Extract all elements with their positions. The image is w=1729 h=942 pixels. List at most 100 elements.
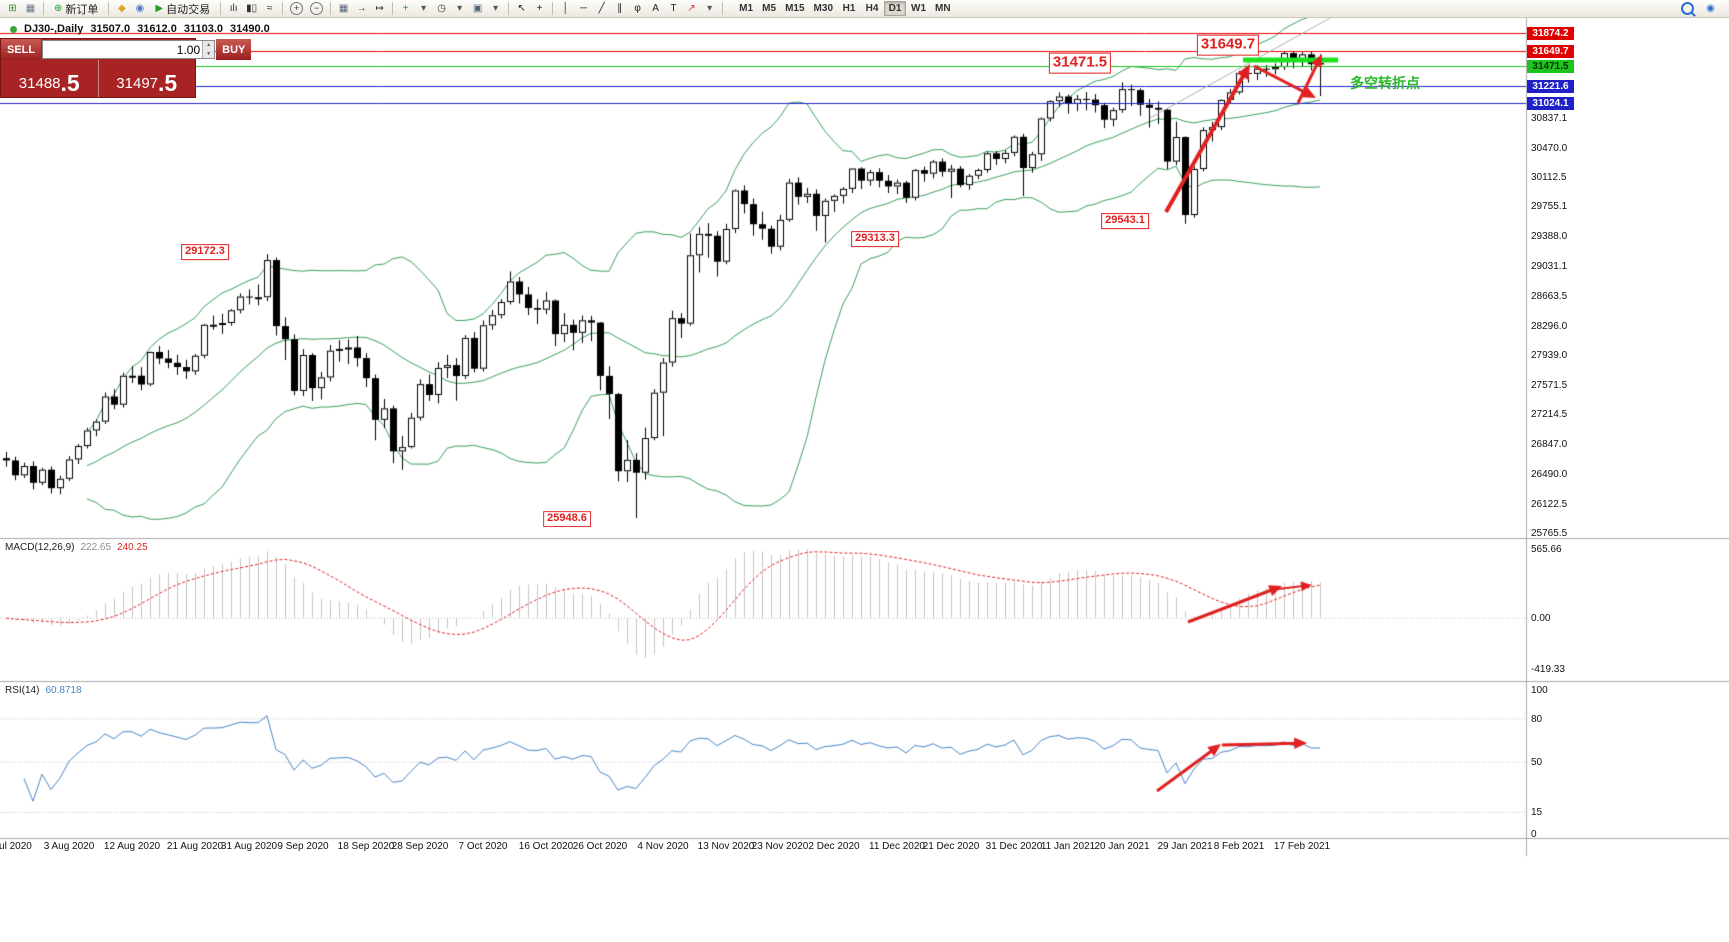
bar-chart-icon[interactable]: ılı	[229, 3, 238, 14]
price-axis-tick: 27939.0	[1531, 350, 1568, 362]
sell-price[interactable]: 31488.5	[1, 60, 98, 97]
timeframe-m1-button[interactable]: M1	[735, 1, 757, 16]
price-axis-tick: 27571.5	[1531, 380, 1568, 392]
tile-windows-icon[interactable]: ▦	[338, 3, 349, 14]
periods-icon[interactable]: ◷	[437, 3, 446, 14]
time-axis-tick: 31 Aug 2020	[220, 841, 278, 852]
zoom-in-icon[interactable]: +	[290, 2, 304, 15]
time-axis-tick: 2 Dec 2020	[808, 841, 860, 852]
chart-price-label[interactable]: 29172.3	[181, 244, 229, 260]
price-axis-tick: 29388.0	[1531, 231, 1568, 243]
toolbar-separator	[508, 2, 510, 15]
templates-icon[interactable]: ▣	[472, 3, 483, 14]
time-axis-tick: 3 Aug 2020	[43, 841, 95, 852]
chart-price-label[interactable]: 31649.7	[1196, 34, 1260, 56]
fibonacci-icon[interactable]: φ	[634, 3, 641, 14]
search-icon[interactable]	[1681, 2, 1694, 15]
shapes-dropdown-icon[interactable]: ▾	[707, 3, 713, 14]
volume-down-icon[interactable]: ▼	[203, 49, 215, 58]
time-axis-tick: 26 Oct 2020	[572, 841, 628, 852]
indicators-dropdown-icon[interactable]: ▾	[421, 3, 427, 14]
timeframe-m15-button[interactable]: M15	[781, 1, 808, 16]
timeframe-mn-button[interactable]: MN	[931, 1, 955, 16]
buy-button[interactable]: BUY	[216, 39, 252, 60]
label-icon[interactable]: T	[670, 3, 677, 14]
vertical-line-icon[interactable]: │	[562, 3, 569, 14]
price-line-tag: 31221.6	[1527, 80, 1574, 94]
time-axis-tick: 7 Oct 2020	[458, 841, 508, 852]
auto-scroll-icon[interactable]: →	[356, 3, 367, 14]
time-axis-tick: 17 Feb 2021	[1273, 841, 1331, 852]
horizontal-line-icon[interactable]: ─	[580, 3, 588, 14]
zoom-out-icon[interactable]: −	[310, 2, 324, 15]
macd-signal-value: 240.25	[117, 542, 148, 553]
price-line-tag: 31024.1	[1527, 96, 1574, 110]
channel-icon[interactable]: ∥	[617, 3, 623, 14]
chart-price-label[interactable]: 31471.5	[1048, 52, 1112, 74]
candle-chart-icon[interactable]: ▮▯	[246, 3, 258, 14]
price-axis-tick: 26490.0	[1531, 468, 1568, 480]
timeframe-group: M1 M5 M15 M30 H1 H4 D1 W1 MN	[735, 1, 954, 16]
chart-price-label[interactable]: 29543.1	[1101, 213, 1149, 229]
rsi-axis-tick: 80	[1531, 713, 1543, 725]
rsi-axis-tick: 50	[1531, 757, 1543, 768]
volume-input[interactable]	[43, 41, 203, 58]
toolbar-separator	[43, 2, 44, 15]
autotrading-button[interactable]: ▶ 自动交易	[149, 1, 216, 17]
time-axis-tick: 23 Nov 2020	[751, 841, 809, 852]
new-order-button-icon: ⊕	[54, 3, 63, 14]
autotrading-button-label: 自动交易	[166, 3, 211, 16]
timeframe-m30-button[interactable]: M30	[810, 1, 837, 16]
macd-indicator-label: MACD(12,26,9) 222.65 240.25	[5, 542, 148, 553]
chart-price-label[interactable]: 25948.6	[543, 511, 591, 527]
price-axis-tick: 30112.5	[1531, 172, 1567, 184]
periods-dropdown-icon[interactable]: ▾	[457, 3, 463, 14]
text-icon[interactable]: A	[652, 3, 659, 14]
chart-shift-icon[interactable]: ↦	[375, 3, 384, 14]
crosshair-icon[interactable]: +	[536, 3, 543, 14]
volume-stepper[interactable]: ▲ ▼	[42, 40, 216, 59]
timeframe-d1-button[interactable]: D1	[884, 1, 906, 16]
volume-up-icon[interactable]: ▲	[203, 41, 215, 50]
new-order-button[interactable]: ⊕ 新订单	[48, 1, 104, 17]
cursor-icon[interactable]: ↖	[517, 3, 526, 14]
templates-dropdown-icon[interactable]: ▾	[493, 3, 499, 14]
arrows-tool-icon[interactable]: ↗	[687, 3, 696, 14]
price-axis-tick: 28296.0	[1531, 320, 1568, 332]
rsi-name: RSI(14)	[5, 685, 40, 696]
rsi-value: 60.8718	[45, 685, 82, 696]
timeframe-h1-button[interactable]: H1	[838, 1, 860, 16]
trade-panel-prices: 31488.5 31497.5	[1, 60, 195, 97]
new-chart-icon[interactable]: ⊞	[8, 3, 17, 14]
ohlc-close: 31490.0	[230, 23, 270, 35]
time-axis-tick: 13 Nov 2020	[697, 841, 755, 852]
buy-price[interactable]: 31497.5	[97, 60, 196, 97]
indicators-icon[interactable]: +	[402, 3, 409, 14]
algo-studio-icon[interactable]: ◉	[135, 3, 145, 14]
trendline-icon[interactable]: ╱	[598, 3, 605, 14]
price-axis-tick: 30837.1	[1531, 112, 1568, 124]
time-axis-tick: 9 Sep 2020	[277, 841, 329, 852]
community-icon[interactable]: ◉	[1706, 3, 1715, 14]
chart-price-label[interactable]: 29313.3	[851, 231, 899, 247]
metaeditor-icon[interactable]: ◆	[118, 3, 126, 14]
chart-title-ohlc: DJ30-,Daily 31507.0 31612.0 31103.0 3149…	[10, 23, 270, 35]
line-chart-icon[interactable]: ≈	[266, 3, 273, 14]
time-axis-tick: 11 Jan 2021	[1040, 841, 1096, 852]
sell-button[interactable]: SELL	[1, 39, 42, 60]
price-axis-tick: 26122.5	[1531, 498, 1568, 510]
ohlc-high: 31612.0	[137, 23, 177, 35]
chart-profiles-icon[interactable]: ▦	[25, 3, 36, 14]
timeframe-h4-button[interactable]: H4	[861, 1, 883, 16]
buy-price-frac: .5	[158, 70, 178, 96]
autotrading-button-icon: ▶	[155, 3, 164, 14]
chart-text-label[interactable]: 多空转折点	[1350, 75, 1420, 91]
macd-axis-tick: -419.33	[1531, 664, 1565, 676]
rsi-axis-tick: 0	[1531, 829, 1537, 840]
volume-spinner[interactable]: ▲ ▼	[202, 41, 215, 58]
timeframe-w1-button[interactable]: W1	[907, 1, 930, 16]
macd-name: MACD(12,26,9)	[5, 542, 75, 553]
rsi-axis-tick: 15	[1531, 807, 1543, 819]
timeframe-m5-button[interactable]: M5	[758, 1, 780, 16]
